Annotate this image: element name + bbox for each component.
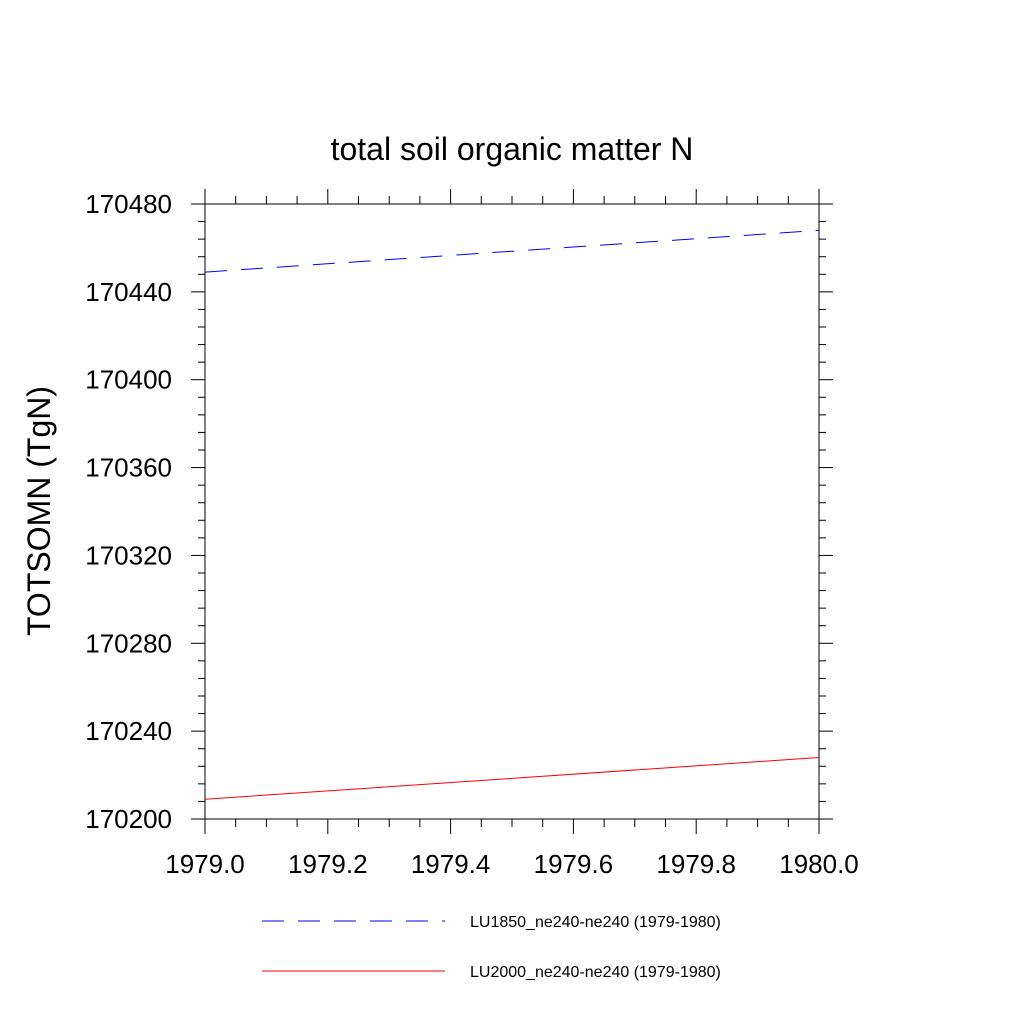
series-line-1 bbox=[204, 229, 820, 273]
chart-title: total soil organic matter N bbox=[331, 131, 694, 167]
y-tick-label: 170280 bbox=[85, 628, 172, 658]
plot-frame bbox=[204, 203, 820, 820]
y-tick-label: 170200 bbox=[85, 804, 172, 834]
y-tick-label: 170440 bbox=[85, 277, 172, 307]
tick-labels: 1979.0 1979.2 1979.4 1979.6 1979.8 1980.0 1702… bbox=[85, 189, 859, 879]
x-tick-label: 1980.0 bbox=[779, 849, 859, 879]
x-tick-label: 1979.8 bbox=[656, 849, 736, 879]
x-tick-label: 1979.0 bbox=[165, 849, 245, 879]
y-tick-label: 170480 bbox=[85, 189, 172, 219]
y-tick-label: 170360 bbox=[85, 453, 172, 483]
x-tick-label: 1979.2 bbox=[288, 849, 368, 879]
y-axis-label: TOTSOMN (TgN) bbox=[21, 386, 57, 636]
y-tick-label: 170240 bbox=[85, 716, 172, 746]
legend-label-1: LU1850_ne240-ne240 (1979-1980) bbox=[470, 914, 721, 931]
x-tick-label: 1979.6 bbox=[534, 849, 614, 879]
series-lines bbox=[204, 229, 820, 800]
legend-label-2: LU2000_ne240-ne240 (1979-1980) bbox=[470, 964, 721, 981]
y-tick-label: 170320 bbox=[85, 540, 172, 570]
legend: LU1850_ne240-ne240 (1979-1980) LU2000_ne2… bbox=[262, 914, 721, 981]
x-tick-label: 1979.4 bbox=[411, 849, 491, 879]
y-tick-label: 170400 bbox=[85, 365, 172, 395]
axis-ticks bbox=[191, 189, 833, 834]
series-line-2 bbox=[204, 757, 820, 800]
